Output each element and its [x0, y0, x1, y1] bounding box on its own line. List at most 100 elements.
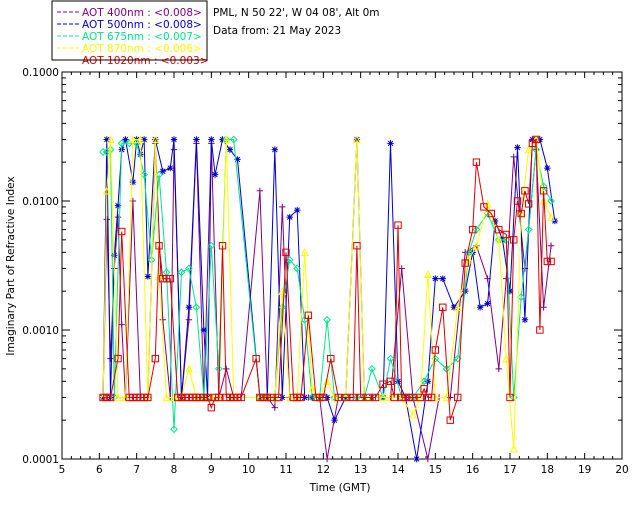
data-point: [222, 135, 231, 144]
data-point: [140, 170, 149, 179]
axes: 5 6 7 8 9 10 11 12 13 14 15 16 17 18 19 20 0.1000 0.0100 0…: [22, 67, 628, 476]
legend-label: AOT 400nm : <0.008>: [82, 7, 202, 19]
data-point: [256, 187, 264, 194]
data-point: [226, 393, 234, 402]
data-point: [319, 393, 328, 402]
data-point: [177, 268, 186, 277]
data-point: [185, 316, 193, 323]
data-point: [167, 164, 174, 172]
data-point: [214, 364, 223, 373]
data-point: [263, 393, 272, 402]
data-point: [454, 393, 462, 402]
data-point: [282, 248, 290, 257]
data-point: [431, 393, 440, 402]
data-point: [192, 303, 201, 312]
data-point: [356, 393, 365, 402]
x-tick-label: 5: [59, 464, 66, 476]
data-point: [102, 186, 111, 195]
data-point: [323, 394, 331, 401]
data-point: [472, 225, 481, 234]
data-point: [136, 393, 145, 402]
location-text: PML, N 50 22', W 04 08', Alt 0m: [213, 7, 380, 19]
data-point: [353, 136, 361, 143]
data-point: [285, 393, 294, 402]
data-point: [349, 393, 357, 402]
data-point: [442, 364, 451, 373]
data-point: [386, 354, 395, 363]
data-point: [427, 393, 436, 402]
data-point: [304, 311, 313, 320]
data-point: [547, 242, 555, 249]
data-point: [155, 242, 163, 250]
data-point: [547, 197, 555, 205]
data-point: [472, 241, 481, 250]
data-point: [237, 393, 245, 402]
data-point: [128, 135, 137, 144]
data-point: [379, 380, 387, 388]
data-point: [420, 385, 428, 393]
data-point: [200, 326, 208, 334]
series-layer: [99, 135, 558, 463]
data-point: [468, 225, 477, 234]
data-point: [472, 158, 481, 166]
data-point: [181, 393, 189, 402]
data-point: [151, 135, 160, 144]
legend-entry: AOT 400nm : <0.008>: [57, 7, 202, 19]
data-point: [278, 303, 287, 312]
data-point: [121, 393, 130, 402]
data-point: [229, 135, 238, 144]
data-point: [513, 197, 522, 205]
data-point: [259, 393, 268, 402]
data-point: [494, 235, 503, 244]
legend: AOT 400nm : <0.008>AOT 500nm : <0.008> AO…: [51, 0, 209, 67]
data-point: [539, 187, 548, 195]
legend-label: AOT 870nm : <0.006>: [82, 43, 202, 55]
data-point: [528, 139, 537, 148]
data-point: [159, 168, 166, 175]
series-5: [99, 135, 555, 424]
data-point: [193, 136, 200, 143]
data-point: [122, 136, 129, 143]
data-point: [159, 274, 167, 283]
data-point: [125, 393, 133, 402]
data-point: [353, 242, 361, 250]
data-point: [423, 270, 432, 279]
data-point: [132, 393, 141, 402]
data-point: [170, 136, 178, 143]
data-point: [114, 213, 122, 221]
data-point: [118, 321, 125, 328]
x-tick-label: 12: [317, 464, 330, 476]
x-tick-label: 17: [503, 464, 516, 476]
data-point: [297, 393, 305, 402]
x-tick-label: 7: [133, 464, 140, 476]
data-point: [151, 354, 160, 363]
data-point: [136, 135, 145, 144]
data-point: [233, 393, 242, 402]
y-axis-label: Imaginary Part of Refractive Index: [5, 176, 17, 355]
data-point: [174, 393, 182, 402]
data-point: [547, 257, 555, 266]
data-point: [551, 217, 558, 225]
legend-label: AOT 500nm : <0.008>: [82, 19, 202, 31]
data-point: [442, 393, 451, 402]
data-point: [540, 304, 547, 311]
y-tick-label: 0.0001: [22, 454, 59, 466]
data-point: [274, 393, 283, 402]
data-point: [230, 393, 238, 402]
data-point: [200, 393, 208, 402]
data-point: [113, 393, 123, 402]
x-tick-label: 10: [242, 464, 255, 476]
data-point: [279, 394, 286, 401]
data-point: [495, 225, 503, 234]
data-point: [431, 346, 440, 354]
data-point: [286, 213, 293, 221]
data-point: [207, 403, 216, 412]
x-tick-label: 13: [354, 464, 367, 476]
data-point: [308, 393, 317, 402]
data-point: [408, 410, 417, 419]
data-point: [114, 202, 122, 209]
x-tick-label: 6: [96, 464, 103, 476]
data-point: [159, 316, 166, 323]
data-point: [480, 203, 488, 211]
